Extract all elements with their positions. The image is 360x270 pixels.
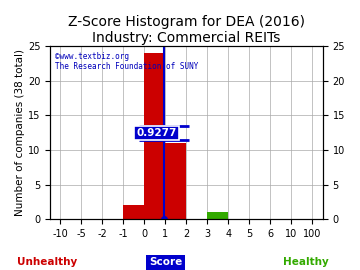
Text: Healthy: Healthy xyxy=(283,257,329,267)
Bar xyxy=(165,143,186,219)
Title: Z-Score Histogram for DEA (2016)
Industry: Commercial REITs: Z-Score Histogram for DEA (2016) Industr… xyxy=(68,15,305,45)
Text: Unhealthy: Unhealthy xyxy=(17,257,77,267)
Text: ©www.textbiz.org
The Research Foundation of SUNY: ©www.textbiz.org The Research Foundation… xyxy=(55,52,199,71)
Text: 0.9277: 0.9277 xyxy=(136,128,177,138)
Text: Score: Score xyxy=(149,257,182,267)
Bar xyxy=(144,53,165,219)
Y-axis label: Number of companies (38 total): Number of companies (38 total) xyxy=(15,49,25,216)
Bar xyxy=(123,205,144,219)
Bar xyxy=(207,212,228,219)
